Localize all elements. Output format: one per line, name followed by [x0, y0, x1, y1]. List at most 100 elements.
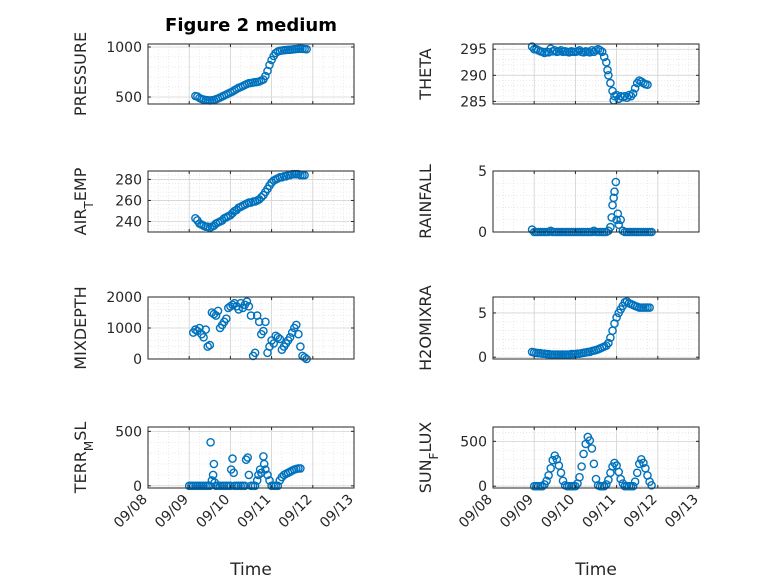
- data-point: [587, 46, 597, 55]
- data-point: [635, 459, 644, 469]
- axes-box: [492, 296, 700, 360]
- data-point: [261, 465, 270, 474]
- data-series: [188, 297, 311, 364]
- data-point: [275, 334, 285, 344]
- y-tick-label: 1000: [106, 321, 142, 337]
- data-point: [203, 342, 212, 351]
- data-series: [184, 437, 305, 491]
- minor-grid: [148, 427, 354, 488]
- data-point: [211, 311, 221, 320]
- data-point: [606, 222, 615, 232]
- data-point: [604, 338, 613, 348]
- data-point: [208, 470, 218, 480]
- data-point: [645, 303, 654, 312]
- data-point: [577, 462, 586, 471]
- data-point: [614, 220, 624, 229]
- data-point: [527, 42, 537, 51]
- data-point: [538, 481, 547, 491]
- data-point: [246, 311, 256, 320]
- data-point: [191, 213, 200, 223]
- data-point: [616, 474, 626, 484]
- y-tick-label: 5: [478, 306, 487, 322]
- y-tick-label: 290: [460, 68, 487, 84]
- data-point: [252, 476, 262, 485]
- data-point: [620, 91, 630, 101]
- y-tick-label: 0: [478, 350, 487, 366]
- data-point: [587, 444, 597, 453]
- data-point: [191, 325, 200, 334]
- data-point: [556, 468, 566, 478]
- y-axis-label: THETA: [416, 48, 435, 100]
- data-point: [261, 71, 270, 81]
- data-point: [589, 47, 599, 57]
- data-point: [595, 46, 605, 55]
- data-point: [604, 71, 613, 80]
- y-tick-label: 285: [460, 94, 487, 110]
- data-point: [602, 341, 611, 351]
- y-tick-label: 0: [478, 479, 487, 495]
- axes-box: [492, 170, 700, 233]
- data-point: [254, 317, 264, 327]
- data-point: [609, 193, 619, 203]
- data-point: [628, 481, 638, 491]
- minor-grid: [148, 44, 354, 104]
- data-point: [300, 170, 309, 180]
- data-point: [206, 437, 215, 447]
- y-axis-label: H2OMIXRA: [416, 285, 435, 371]
- y-axis-label: AIRTEMP: [71, 167, 96, 235]
- x-tick-label: 09/12: [276, 492, 316, 532]
- y-tick-label: 0: [478, 225, 487, 241]
- data-point: [542, 476, 551, 486]
- subplot-4: 0 5 RAINFALL: [416, 164, 700, 241]
- y-axis-label: SUNFLUX: [416, 422, 441, 494]
- y-tick-label: 500: [460, 434, 487, 450]
- y-tick-label: 5: [478, 164, 487, 180]
- y-axis-label: TERRMSL: [71, 422, 96, 495]
- y-axis-label: PRESSURE: [71, 32, 90, 116]
- x-tick-label: 09/09: [497, 492, 537, 532]
- data-series: [191, 44, 311, 105]
- data-series: [529, 432, 656, 491]
- data-point: [599, 52, 609, 62]
- data-point: [603, 65, 612, 75]
- data-point: [261, 317, 270, 327]
- x-tick-label: 09/08: [111, 492, 151, 532]
- x-tick-label: 09/09: [152, 492, 192, 532]
- minor-grid: [493, 171, 699, 232]
- data-point: [285, 332, 295, 342]
- subplot-1: 500 1000 PRESSURE: [71, 32, 355, 116]
- data-point: [546, 463, 556, 473]
- data-point: [616, 215, 626, 225]
- data-point: [558, 476, 568, 486]
- data-point: [630, 477, 640, 487]
- y-tick-label: 280: [115, 172, 142, 188]
- data-point: [263, 470, 272, 480]
- subplot-6: 0 5 H2OMIXRA: [416, 285, 700, 371]
- data-point: [269, 339, 279, 348]
- data-point: [226, 481, 235, 491]
- axes-box: [147, 426, 355, 489]
- data-point: [242, 297, 252, 306]
- x-tick-label: 09/10: [538, 492, 578, 532]
- x-tick-label: 09/10: [193, 492, 233, 532]
- data-point: [265, 60, 274, 70]
- subplot-8: 0 500 SUNFLUX 09/08 09/09 09/10 09/11 09/12 09/1…: [416, 422, 702, 580]
- data-point: [575, 46, 584, 55]
- data-point: [296, 342, 305, 351]
- x-tick-label: 09/11: [235, 492, 275, 532]
- data-point: [243, 453, 252, 462]
- x-tick-label: 09/08: [456, 492, 496, 532]
- x-tick-label: 09/13: [662, 492, 702, 532]
- data-point: [579, 449, 588, 459]
- data-point: [229, 468, 238, 478]
- subplot-5: 0 1000 2000 MIXDEPTH: [71, 286, 355, 370]
- data-point: [256, 192, 266, 202]
- subplot-7: 0 500 TERRMSL 09/08 09/09 09/10 09/11 09/12 09/1…: [71, 422, 357, 580]
- data-point: [302, 44, 311, 54]
- data-point: [597, 47, 607, 57]
- x-tick-label: 09/12: [621, 492, 661, 532]
- data-point: [291, 320, 301, 330]
- data-point: [632, 78, 642, 88]
- x-tick-label: 09/13: [317, 492, 357, 532]
- minor-grid: [493, 427, 699, 488]
